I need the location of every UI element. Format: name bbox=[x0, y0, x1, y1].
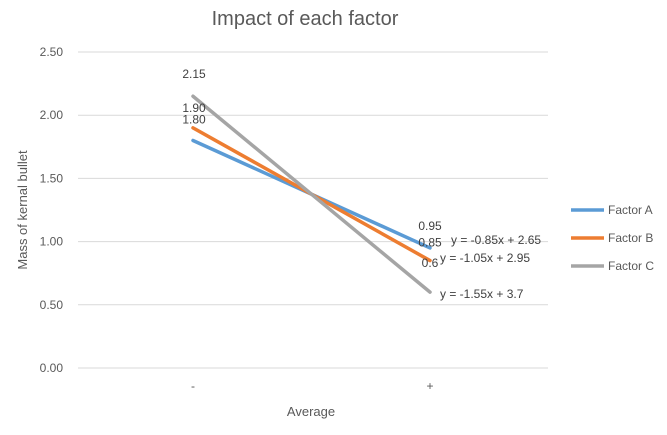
data-label: 0.85 bbox=[418, 236, 442, 250]
series-line-3 bbox=[191, 94, 432, 294]
data-label: 0.95 bbox=[418, 219, 442, 233]
data-label: 1.80 bbox=[182, 112, 206, 126]
y-tick-label: 2.50 bbox=[40, 45, 64, 59]
trendline-equation: y = -1.55x + 3.7 bbox=[440, 287, 524, 301]
legend-label: Factor C bbox=[608, 259, 654, 273]
chart-title: Impact of each factor bbox=[212, 8, 399, 30]
legend-label: Factor B bbox=[608, 231, 653, 245]
trendline-equation: y = -0.85x + 2.65 bbox=[451, 233, 541, 247]
trendline-labels: y = -0.85x + 2.65 y = -1.05x + 2.95 y = -1… bbox=[440, 233, 541, 301]
x-axis-title: Average bbox=[287, 404, 335, 419]
trendline-equation: y = -1.05x + 2.95 bbox=[440, 251, 530, 265]
y-axis-title: Mass of kernal bullet bbox=[15, 150, 30, 270]
series-lines bbox=[191, 94, 432, 294]
data-labels: 1.80 0.95 1.90 0.85 2.15 0.6 bbox=[182, 67, 442, 270]
y-axis-ticks: 0.00 0.50 1.00 1.50 2.00 2.50 bbox=[40, 45, 64, 375]
data-label: 1.90 bbox=[182, 101, 206, 115]
y-tick-label: 0.00 bbox=[40, 361, 64, 375]
y-tick-label: 2.00 bbox=[40, 108, 64, 122]
x-tick-label: - bbox=[191, 379, 195, 393]
x-tick-label: + bbox=[426, 379, 433, 393]
gridlines bbox=[78, 51, 548, 369]
y-tick-label: 1.00 bbox=[40, 235, 64, 249]
y-tick-label: 0.50 bbox=[40, 298, 64, 312]
legend-label: Factor A bbox=[608, 203, 653, 217]
x-axis-ticks: - + bbox=[191, 379, 434, 393]
y-tick-label: 1.50 bbox=[40, 171, 64, 185]
data-label: 0.6 bbox=[422, 256, 439, 270]
legend: Factor A Factor B Factor C bbox=[571, 203, 654, 273]
data-label: 2.15 bbox=[182, 67, 206, 81]
